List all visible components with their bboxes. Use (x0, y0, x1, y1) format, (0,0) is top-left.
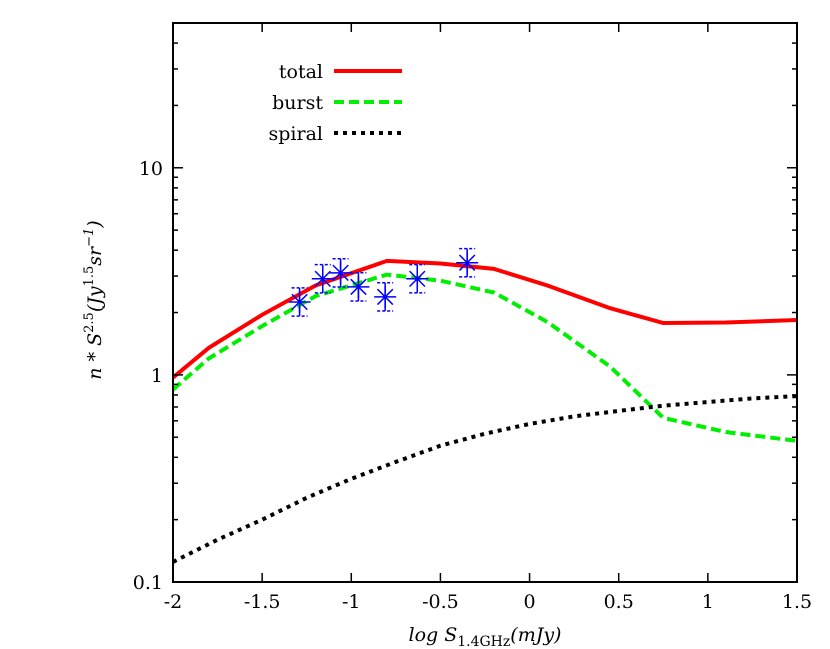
y-axis-label: n * S2.5(Jy1.5sr−1) (82, 220, 106, 379)
plot-area (173, 247, 797, 564)
series-line-total (173, 258, 797, 380)
x-tick-label: 0 (524, 591, 536, 613)
legend: total burst spiral (269, 61, 402, 145)
x-tick-label: -1.5 (244, 591, 281, 613)
series-line-burst (173, 272, 797, 443)
legend-label-total: total (279, 61, 323, 83)
series-group (173, 247, 797, 564)
x-axis-label: log S1.4GHz(mJy) (409, 624, 562, 649)
legend-label-spiral: spiral (269, 123, 323, 145)
data-point (288, 287, 311, 317)
data-point (406, 263, 429, 294)
x-tick-label: 1.5 (782, 591, 812, 613)
plot-frame (172, 22, 798, 583)
data-point (311, 263, 334, 294)
data-point (347, 272, 370, 302)
x-tick-label: -2 (164, 591, 183, 613)
y-tick-label: 10 (139, 158, 163, 180)
legend-label-burst: burst (272, 92, 323, 114)
x-tick-label: 1 (702, 591, 714, 613)
data-point (456, 247, 479, 278)
axis-ticks: -2 -1.5 -1 -0.5 0 0.5 1 1.5 0.1 1 10 (133, 22, 812, 613)
series-line-spiral (173, 394, 797, 564)
y-tick-label: 1 (151, 365, 163, 387)
x-tick-label: -1 (342, 591, 361, 613)
x-tick-label: 0.5 (604, 591, 634, 613)
x-tick-label: -0.5 (422, 591, 459, 613)
data-point (329, 257, 352, 288)
y-tick-label: 0.1 (133, 572, 163, 594)
data-point (374, 282, 397, 312)
